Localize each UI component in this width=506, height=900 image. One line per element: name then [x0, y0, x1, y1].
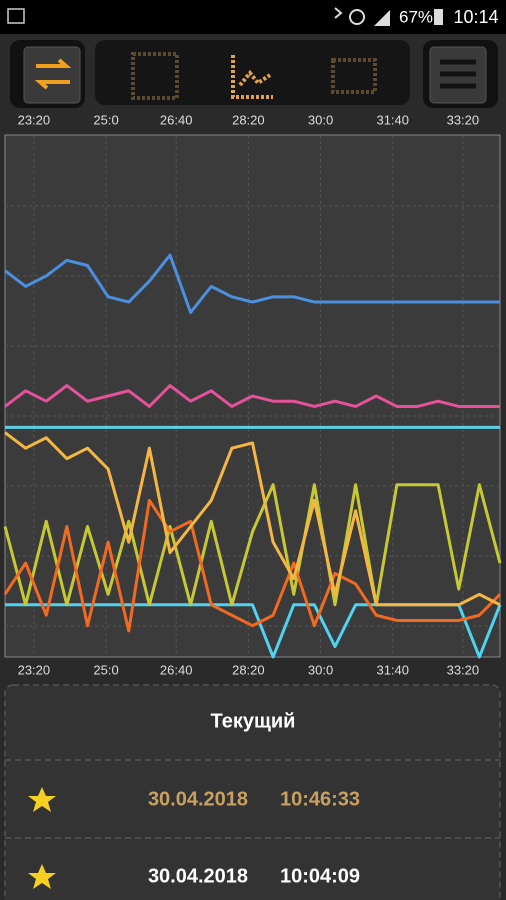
row-date[interactable]: 30.04.2018 [148, 788, 248, 810]
tab-engine[interactable] [331, 58, 377, 94]
x-tick-label: 25:0 [93, 112, 118, 127]
x-tick-label: 33:20 [447, 662, 480, 677]
x-tick-label: 30:0 [308, 662, 333, 677]
star-icon[interactable] [28, 787, 56, 812]
series-line [4, 431, 501, 607]
row-time[interactable]: 10:46:33 [280, 788, 360, 810]
series-line [4, 384, 500, 408]
tab-panel [95, 40, 410, 105]
x-tick-label: 26:40 [160, 662, 193, 677]
series-line [4, 253, 500, 314]
row-time[interactable]: 10:04:09 [280, 865, 360, 887]
x-tick-label: 33:20 [447, 112, 480, 127]
status-bar [0, 0, 506, 34]
signal-icon [374, 10, 390, 26]
battery-percent: 67% [399, 7, 433, 26]
x-tick-label: 30:0 [308, 112, 333, 127]
series-line [3, 483, 502, 607]
x-tick-label: 28:20 [232, 662, 265, 677]
swap-button-face [23, 46, 81, 104]
x-tick-label: 23:20 [18, 662, 51, 677]
x-tick-label: 26:40 [160, 112, 193, 127]
tab-log[interactable] [131, 52, 179, 100]
x-tick-label: 25:0 [93, 662, 118, 677]
star-icon[interactable] [28, 864, 56, 889]
tab-graph[interactable] [231, 55, 273, 99]
menu-icon [440, 59, 476, 89]
alarm-icon [349, 9, 365, 25]
battery-icon [434, 9, 443, 25]
clock: 10:14 [453, 7, 498, 27]
history-header: Текущий [211, 710, 296, 732]
x-tick-label: 28:20 [232, 112, 265, 127]
swap-icon [34, 58, 72, 90]
x-tick-label: 23:20 [18, 112, 51, 127]
series-line [3, 498, 502, 633]
x-tick-label: 31:40 [376, 662, 409, 677]
gallery-icon [7, 8, 25, 24]
x-tick-label: 31:40 [376, 112, 409, 127]
row-date[interactable]: 30.04.2018 [148, 865, 248, 887]
history-panel [4, 684, 501, 900]
